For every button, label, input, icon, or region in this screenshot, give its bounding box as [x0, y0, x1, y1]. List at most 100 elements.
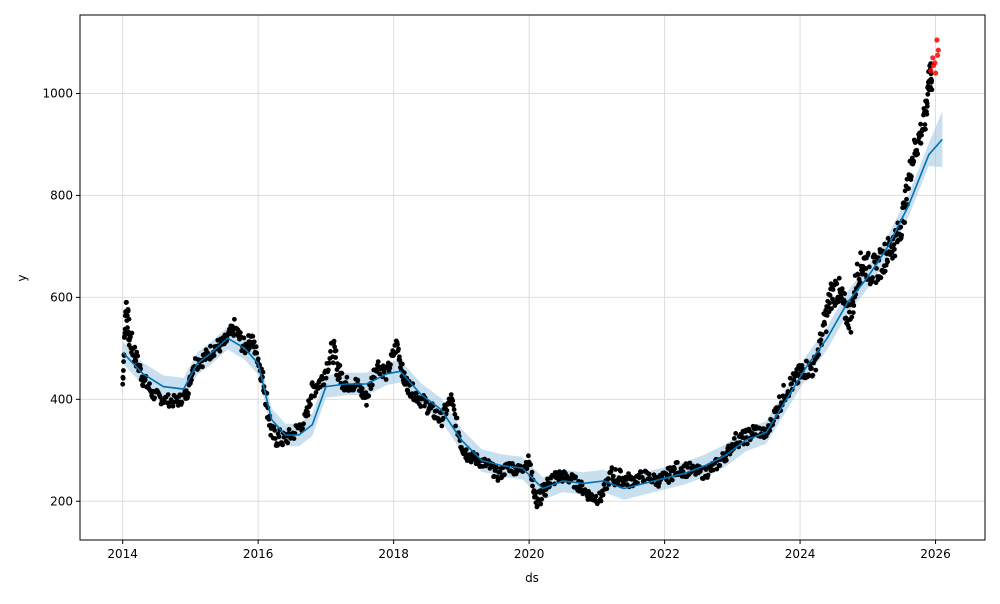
observed-point [706, 473, 711, 478]
observed-point [455, 416, 460, 421]
observed-point [464, 447, 469, 452]
observed-point [919, 141, 924, 146]
observed-point [218, 349, 223, 354]
observed-point [449, 392, 454, 397]
observed-point [604, 486, 609, 491]
observed-point [879, 275, 884, 280]
observed-point [717, 463, 722, 468]
observed-point [849, 315, 854, 320]
x-tick-label: 2020 [514, 547, 545, 561]
observed-points [120, 61, 934, 509]
observed-point [781, 383, 786, 388]
observed-point [125, 325, 130, 330]
observed-point [332, 339, 337, 344]
observed-point [180, 400, 185, 405]
observed-point [285, 440, 290, 445]
forecast-line [123, 139, 943, 488]
observed-point [866, 251, 871, 256]
x-axis-ticks: 2014 2016 2018 2020 2022 2024 2026 [107, 540, 950, 561]
observed-point [124, 300, 129, 305]
recent-point [931, 63, 936, 68]
observed-point [611, 474, 616, 479]
observed-point [308, 402, 313, 407]
observed-point [820, 332, 825, 337]
observed-point [166, 392, 171, 397]
observed-point [452, 407, 457, 412]
observed-point [331, 360, 336, 365]
observed-point [333, 355, 338, 360]
x-tick-label: 2026 [920, 547, 951, 561]
observed-point [337, 376, 342, 381]
observed-point [892, 247, 897, 252]
observed-point [930, 87, 935, 92]
observed-point [327, 361, 332, 366]
observed-point [133, 359, 138, 364]
observed-point [899, 233, 904, 238]
observed-point [324, 376, 329, 381]
recent-point [928, 68, 933, 73]
observed-point [675, 460, 680, 465]
observed-point [923, 122, 928, 127]
recent-point [933, 71, 938, 76]
observed-point [822, 322, 827, 327]
observed-point [809, 366, 814, 371]
observed-point [840, 286, 845, 291]
observed-point [613, 467, 618, 472]
observed-point [328, 349, 333, 354]
observed-point [130, 331, 135, 336]
observed-point [732, 436, 737, 441]
observed-point [918, 122, 923, 127]
observed-point [902, 220, 907, 225]
observed-point [292, 436, 297, 441]
observed-point [212, 353, 217, 358]
observed-point [200, 364, 205, 369]
observed-point [543, 493, 548, 498]
x-tick-label: 2024 [785, 547, 816, 561]
observed-point [121, 359, 126, 364]
observed-point [345, 375, 350, 380]
observed-point [906, 186, 911, 191]
x-tick-label: 2022 [649, 547, 680, 561]
observed-point [232, 317, 237, 322]
x-axis-label: ds [525, 571, 539, 585]
observed-point [132, 345, 137, 350]
observed-point [672, 466, 677, 471]
observed-point [824, 329, 829, 334]
observed-point [254, 344, 259, 349]
observed-point [827, 301, 832, 306]
observed-point [925, 92, 930, 97]
y-tick-label: 600 [50, 290, 73, 304]
recent-point [930, 55, 935, 60]
x-tick-label: 2014 [107, 547, 138, 561]
observed-point [355, 378, 360, 383]
recent-point [935, 53, 940, 58]
observed-point [670, 478, 675, 483]
observed-point [494, 465, 499, 470]
observed-point [326, 368, 331, 373]
observed-point [601, 493, 606, 498]
grid [80, 15, 985, 540]
observed-point [502, 472, 507, 477]
observed-point [451, 403, 456, 408]
recent-point [936, 48, 941, 53]
y-tick-label: 400 [50, 392, 73, 406]
y-tick-label: 800 [50, 188, 73, 202]
observed-point [338, 363, 343, 368]
observed-point [238, 330, 243, 335]
observed-point [819, 338, 824, 343]
observed-point [867, 265, 872, 270]
observed-point [186, 391, 191, 396]
observed-point [904, 197, 909, 202]
observed-point [924, 112, 929, 117]
observed-point [306, 413, 311, 418]
observed-point [147, 381, 152, 386]
observed-point [618, 469, 623, 474]
observed-point [929, 78, 934, 83]
observed-point [120, 382, 125, 387]
observed-point [724, 458, 729, 463]
observed-point [121, 368, 126, 373]
y-tick-label: 200 [50, 494, 73, 508]
observed-point [915, 152, 920, 157]
x-tick-label: 2018 [378, 547, 409, 561]
